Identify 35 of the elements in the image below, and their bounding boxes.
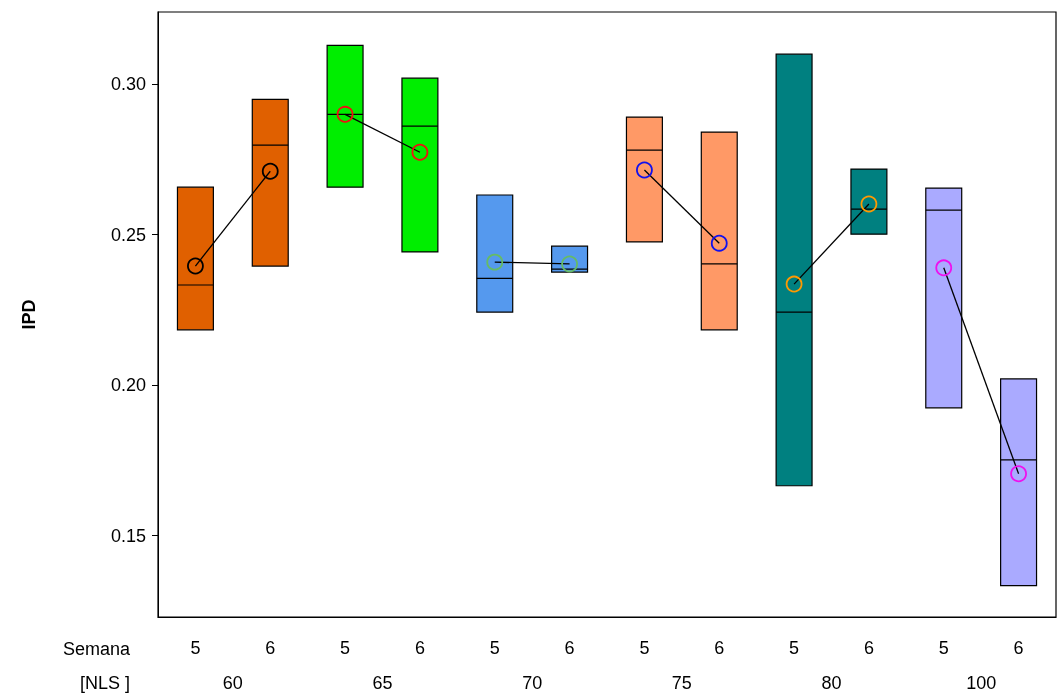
x-tick-label: 6 — [414, 638, 425, 658]
y-tick-label: 0.25 — [110, 224, 146, 245]
y-tick-label: 0.15 — [110, 525, 146, 546]
x-tick-label: 6 — [265, 638, 276, 658]
point — [785, 275, 803, 293]
x-tick-label: 6 — [1013, 638, 1024, 658]
x-axis-title: Semana — [62, 639, 131, 659]
x-tick-label: 5 — [938, 638, 949, 658]
point — [710, 234, 728, 252]
x-tick-label: 5 — [340, 638, 351, 658]
x-tick-label: 6 — [863, 638, 874, 658]
point — [187, 257, 204, 275]
x-tick-label: 5 — [190, 638, 201, 658]
point — [336, 105, 354, 123]
x-tick-label: 5 — [789, 638, 800, 658]
y-axis-title: IPD — [19, 299, 39, 330]
text: [NLS ] — [79, 673, 130, 693]
text: 80 — [821, 673, 842, 693]
point — [261, 162, 279, 180]
text: 100 — [966, 673, 997, 693]
x-tick-label: 6 — [564, 638, 575, 658]
text: 60 — [222, 673, 243, 693]
x-tick-label: 5 — [489, 638, 500, 658]
point — [486, 253, 504, 271]
text: 65 — [372, 673, 393, 693]
point — [636, 161, 653, 179]
point — [1010, 465, 1027, 483]
y-tick-label: 0.30 — [110, 74, 146, 95]
y-tick-label: 0.20 — [110, 375, 146, 396]
text: 70 — [522, 673, 543, 693]
x-tick-label: 5 — [639, 638, 650, 658]
point — [411, 143, 429, 161]
x-tick-label: 6 — [714, 638, 725, 658]
text: 75 — [671, 673, 692, 693]
point — [935, 259, 953, 277]
